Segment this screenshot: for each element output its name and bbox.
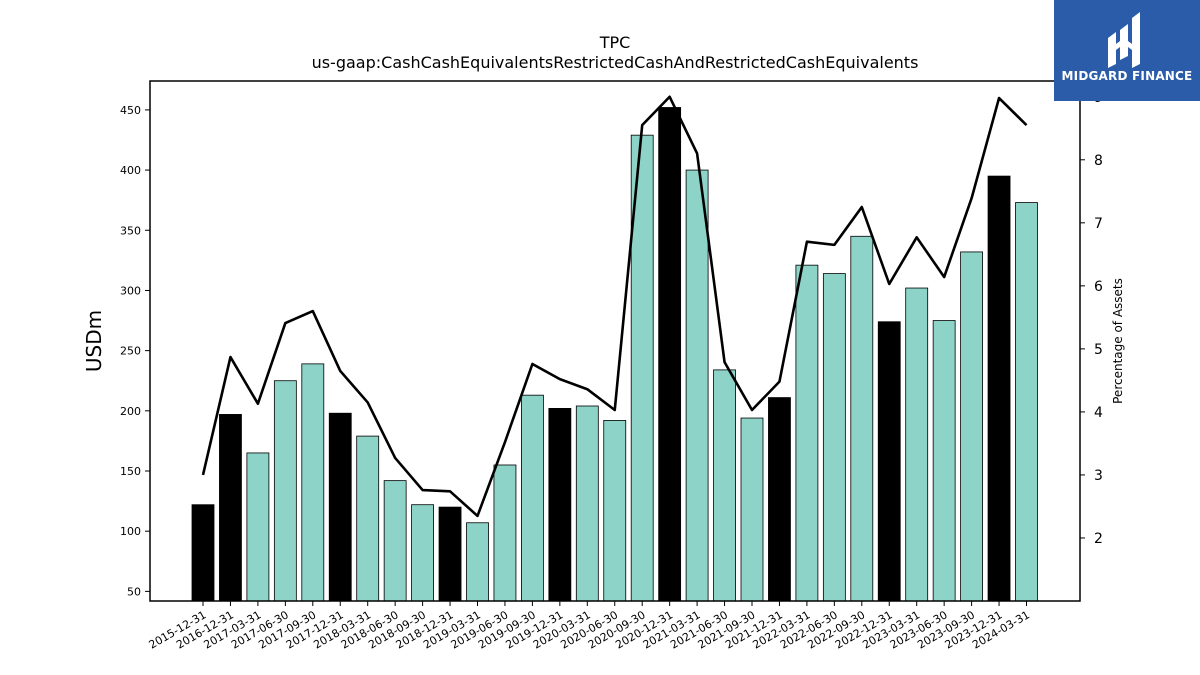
bar xyxy=(603,420,627,602)
y-right-tick-label: 2 xyxy=(1094,531,1103,547)
bar xyxy=(768,397,791,602)
y-right-tick-label: 5 xyxy=(1094,342,1103,358)
bar xyxy=(356,435,380,602)
logo-mark-icon xyxy=(1108,12,1140,68)
x-axis: 2015-12-312016-12-312017-03-312017-06-30… xyxy=(147,601,1032,652)
bar xyxy=(411,504,435,602)
bar xyxy=(575,405,599,602)
logo: MIDGARD FINANCE xyxy=(1054,0,1200,101)
chart-subtitle: us-gaap:CashCashEquivalentsRestrictedCas… xyxy=(312,53,919,72)
y-right-tick-label: 7 xyxy=(1094,216,1103,232)
y-tick-label: 100 xyxy=(120,525,141,538)
line-group xyxy=(201,95,1028,518)
bar xyxy=(219,414,242,602)
bar xyxy=(685,169,709,602)
left-axis: 50 100 150 200 250 300 350 400 450 xyxy=(120,104,150,598)
bars-group xyxy=(191,107,1038,602)
logo-text: MIDGARD FINANCE xyxy=(1061,69,1193,83)
bar xyxy=(960,251,983,602)
y-right-tick-label: 8 xyxy=(1094,153,1103,169)
y-tick-label: 50 xyxy=(127,585,141,598)
bar xyxy=(905,287,929,602)
bar xyxy=(658,107,682,602)
percentage-line xyxy=(201,95,1028,518)
bar xyxy=(521,394,544,602)
bar xyxy=(822,273,846,602)
y-tick-label: 200 xyxy=(120,405,141,418)
bar xyxy=(273,380,297,602)
y-tick-label: 400 xyxy=(120,164,141,177)
bar xyxy=(548,408,572,602)
y-axis-right-label: Percentage of Assets xyxy=(1111,278,1125,404)
chart-title: TPC xyxy=(599,33,631,52)
bar xyxy=(1015,202,1038,602)
bar xyxy=(850,235,874,602)
y-tick-label: 300 xyxy=(120,284,141,297)
bar xyxy=(932,320,956,602)
right-axis: 23456789 xyxy=(1080,90,1103,547)
bar xyxy=(383,480,407,602)
bar xyxy=(466,522,489,602)
bar xyxy=(713,369,736,602)
y-right-tick-label: 6 xyxy=(1094,279,1103,295)
bar xyxy=(191,504,215,602)
y-tick-label: 450 xyxy=(120,104,141,117)
bar xyxy=(246,452,270,602)
y-tick-label: 250 xyxy=(120,345,141,358)
y-right-tick-label: 4 xyxy=(1094,405,1103,421)
y-tick-label: 350 xyxy=(120,224,141,237)
bar xyxy=(493,464,517,602)
bar xyxy=(328,412,352,602)
y-axis-label: USDm xyxy=(82,310,106,372)
y-tick-label: 150 xyxy=(120,465,141,478)
bar xyxy=(438,506,462,602)
bar xyxy=(987,175,1011,602)
bar xyxy=(301,363,325,602)
bar xyxy=(795,264,819,602)
bar xyxy=(740,417,764,602)
y-right-tick-label: 3 xyxy=(1094,468,1103,484)
bar xyxy=(877,321,901,602)
